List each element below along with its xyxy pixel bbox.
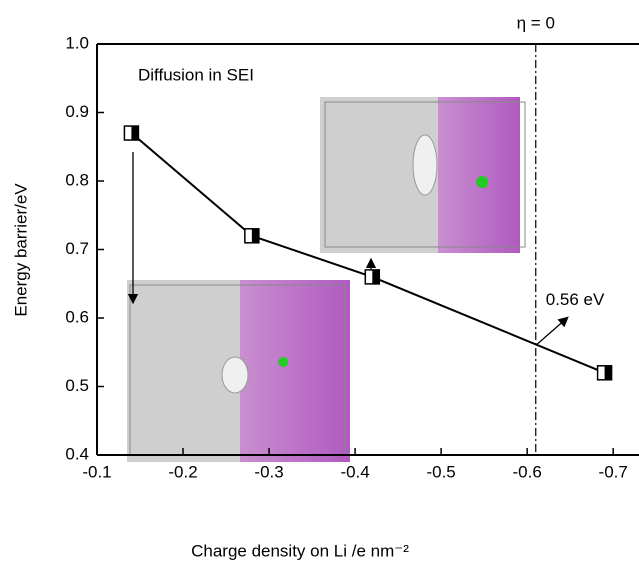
x-tick-label: -0.4 bbox=[340, 462, 369, 481]
y-tick-label: 0.6 bbox=[65, 307, 89, 326]
inset-image bbox=[127, 280, 350, 462]
x-tick-label: -0.5 bbox=[426, 462, 455, 481]
series-line bbox=[130, 132, 605, 374]
data-point bbox=[123, 125, 140, 141]
inset-image bbox=[320, 97, 526, 253]
x-tick-label: -0.1 bbox=[82, 462, 111, 481]
data-point bbox=[244, 228, 260, 244]
x-tick-label: -0.2 bbox=[168, 462, 197, 481]
x-tick-label: -0.3 bbox=[254, 462, 283, 481]
y-tick-label: 0.4 bbox=[65, 444, 89, 463]
x-tick-label: -0.6 bbox=[513, 462, 542, 481]
annotation: Diffusion in SEI bbox=[138, 65, 254, 84]
x-axis-label: Charge density on Li /e nm⁻² bbox=[191, 541, 409, 560]
annotation: 0.56 eV bbox=[546, 290, 605, 309]
y-tick-label: 0.8 bbox=[65, 170, 89, 189]
y-tick-label: 0.5 bbox=[65, 376, 89, 395]
reference-label: η = 0 bbox=[517, 13, 555, 32]
y-tick-label: 0.7 bbox=[65, 239, 89, 258]
y-tick-label: 1.0 bbox=[65, 33, 89, 52]
y-tick-label: 0.9 bbox=[65, 102, 89, 121]
data-point bbox=[364, 269, 381, 285]
y-axis-label: Energy barrier/eV bbox=[11, 183, 30, 317]
annotation-arrow bbox=[535, 316, 569, 346]
data-point bbox=[596, 365, 613, 381]
x-tick-label: -0.7 bbox=[599, 462, 628, 481]
